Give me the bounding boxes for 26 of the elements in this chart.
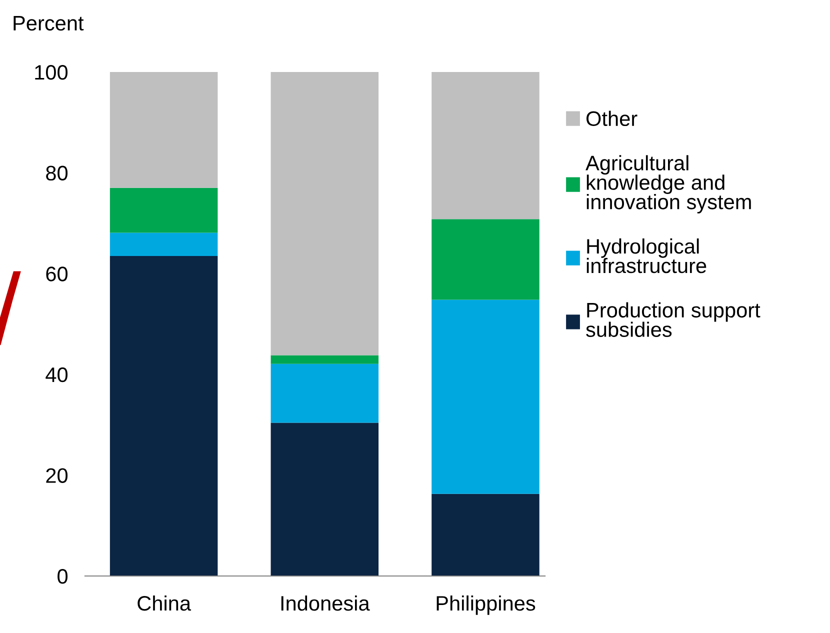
bar (432, 72, 540, 220)
bar (270, 364, 379, 423)
bar (110, 232, 218, 256)
bar (270, 422, 379, 576)
bar (270, 72, 379, 356)
y-tick-label: 80 (46, 166, 68, 181)
legend-label: Agricultural knowledge and innovation system (586, 155, 751, 214)
legend-label: Other (586, 110, 638, 126)
bar (110, 256, 218, 576)
bar (432, 300, 540, 494)
legend-label: Hydrological infrastructure (586, 238, 706, 274)
x-tick-label: Philippines (436, 595, 536, 615)
bar (432, 219, 540, 300)
legend-label: Production support subsidies (586, 302, 760, 337)
y-tick-label: 60 (46, 266, 68, 282)
x-tick-label: Indonesia (281, 595, 370, 611)
y-axis-title: Percent (14, 16, 84, 31)
y-tick-label: 100 (35, 65, 68, 80)
bar (270, 355, 379, 364)
y-tick-label: 20 (46, 468, 68, 483)
x-tick-label: China (138, 595, 192, 611)
y-tick-label: 40 (46, 367, 68, 382)
bar (110, 72, 218, 188)
bar (432, 494, 540, 576)
y-tick-label: 0 (58, 569, 68, 584)
bar (110, 188, 218, 233)
